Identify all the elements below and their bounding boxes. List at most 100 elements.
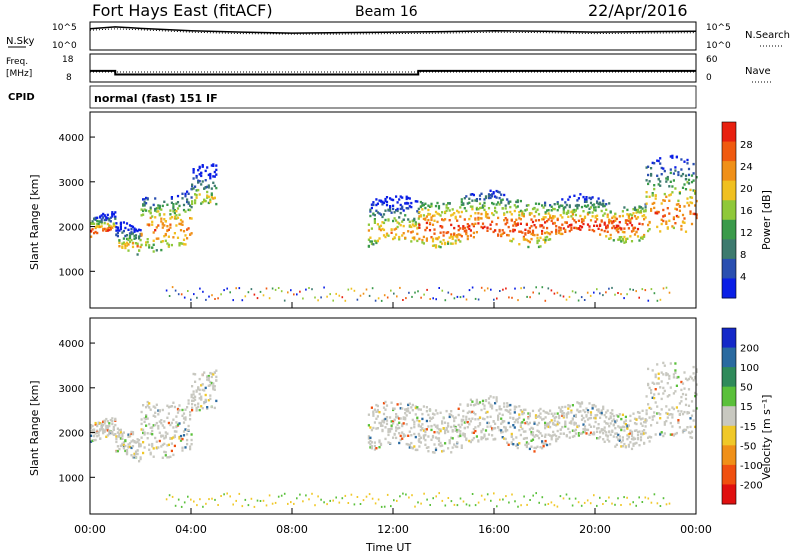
scatter-cell [515,223,518,226]
ground-cell [559,294,562,297]
scatter-cell [437,439,441,443]
ground-cell [265,504,268,507]
scatter-cell [181,449,184,452]
scatter-cell [653,411,656,414]
scatter-cell [378,440,381,444]
colorbar-swatch [722,484,736,505]
scatter-cell [111,215,114,218]
scatter-cell [492,396,495,399]
ground-cell [544,503,547,506]
scatter-cell [522,437,525,440]
scatter-cell [568,421,571,424]
ground-cell [293,293,295,296]
scatter-cell [437,213,441,216]
scatter-cell [154,229,157,232]
scatter-cell [614,227,617,230]
scatter-cell [653,382,656,385]
scatter-cell [448,209,451,212]
scatter-cell [623,227,626,230]
scatter-cell [567,404,570,407]
scatter-cell [632,412,635,415]
scatter-cell [486,415,489,419]
scatter-cell [674,432,677,436]
scatter-cell [167,235,170,238]
scatter-cell [163,224,166,227]
scatter-cell [494,427,497,430]
scatter-cell [594,417,597,420]
scatter-cell [173,434,176,437]
scatter-cell [555,415,558,419]
ground-cell [596,504,598,507]
scatter-cell [556,202,559,206]
scatter-cell [376,239,379,243]
scatter-cell [381,200,384,203]
scatter-cell [692,212,695,216]
ground-cell [420,502,422,505]
scatter-cell [194,403,197,407]
scatter-cell [689,435,692,439]
colorbar-tick-label: 4 [740,272,746,283]
scatter-cell [571,435,574,438]
scatter-cell [206,196,209,199]
scatter-cell [416,448,419,452]
ground-cell [477,501,480,504]
scatter-cell [662,208,665,212]
scatter-cell [609,422,612,425]
scatter-cell [209,397,212,401]
scatter-cell [460,198,463,201]
scatter-cell [623,206,626,209]
scatter-cell [605,235,608,238]
scatter-cell [498,230,501,233]
scatter-cell [674,371,677,375]
scatter-cell [644,209,647,213]
scatter-cell [489,395,492,398]
scatter-cell [582,195,585,199]
scatter-cell [197,179,200,182]
scatter-cell [138,460,141,463]
scatter-cell [112,212,115,216]
scatter-cell [158,207,161,210]
scatter-cell [385,200,389,204]
colorbar-swatch [722,367,736,388]
ground-cell [465,503,468,506]
scatter-cell [418,237,421,241]
scatter-cell [215,164,218,167]
scatter-cell [140,436,143,439]
ground-cell [417,290,419,293]
ground-cell [244,498,247,501]
scatter-cell [108,225,111,229]
ground-cell [611,502,613,505]
scatter-cell [462,409,465,413]
scatter-cell [495,400,498,403]
scatter-cell [564,425,567,428]
ground-cell [359,503,362,505]
scatter-cell [583,425,587,428]
ground-cell [365,288,368,291]
scatter-cell [385,416,389,419]
scatter-cell [210,187,213,190]
scatter-cell [689,425,692,429]
scatter-cell [373,421,376,424]
scatter-cell [160,240,163,244]
scatter-cell [577,434,580,437]
ground-cell [271,502,274,505]
scatter-cell [122,229,125,233]
scatter-cell [623,235,626,239]
scatter-cell [530,237,533,241]
scatter-cell [186,228,189,231]
scatter-cell [433,423,436,427]
scatter-cell [471,193,474,196]
scatter-cell [176,408,180,411]
scatter-cell [498,428,501,432]
scatter-cell [189,217,192,220]
scatter-cell [644,425,647,428]
scatter-cell [665,222,668,225]
scatter-cell [451,235,454,239]
scatter-cell [152,447,155,450]
scatter-cell [593,431,596,434]
scatter-cell [213,175,216,178]
scatter-cell [576,401,579,404]
scatter-cell [695,199,698,203]
scatter-cell [489,415,492,418]
scatter-cell [451,430,454,433]
